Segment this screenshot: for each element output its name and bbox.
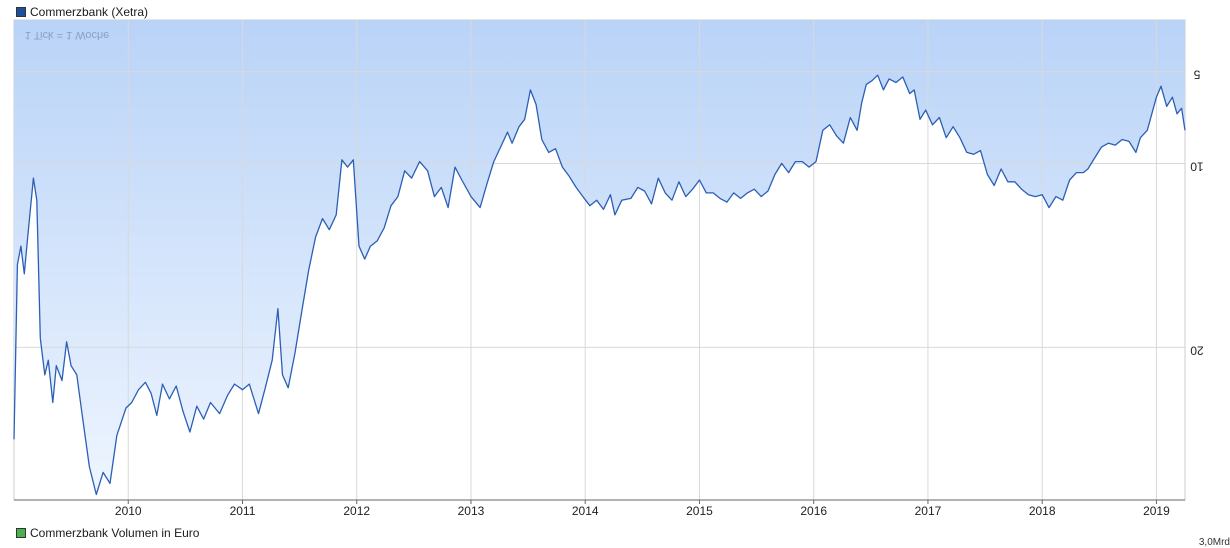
legend-price: Commerzbank (Xetra) bbox=[16, 5, 148, 19]
x-tick-label: 2011 bbox=[230, 504, 256, 518]
y-tick-label: 10 bbox=[1190, 159, 1204, 173]
x-tick-label: 2012 bbox=[343, 504, 370, 518]
y-tick-label: 5 bbox=[1193, 67, 1200, 81]
legend-price-label: Commerzbank (Xetra) bbox=[30, 5, 149, 19]
x-tick-label: 2010 bbox=[115, 504, 142, 518]
x-tick-label: 2017 bbox=[915, 504, 942, 518]
x-tick-label: 2016 bbox=[800, 504, 827, 518]
x-tick-label: 2015 bbox=[686, 504, 713, 518]
price-line bbox=[13, 74, 1186, 496]
x-tick-label: 2014 bbox=[572, 504, 599, 518]
tick-note: 1 Tick = 1 Woche bbox=[25, 29, 109, 41]
x-tick-label: 2019 bbox=[1143, 504, 1170, 518]
legend-volume: Commerzbank Volumen in Euro bbox=[16, 526, 199, 540]
price-chart: 2010 2011 2012 2013 2014 2015 2016 2017 2018 2019… bbox=[13, 19, 1204, 518]
y-tick-label: 20 bbox=[1190, 343, 1204, 357]
x-tick-label: 2013 bbox=[458, 504, 485, 518]
volume-axis-tick: 3,0Mrd bbox=[1198, 537, 1230, 548]
legend-volume-swatch bbox=[16, 528, 26, 538]
x-tick-label: 2018 bbox=[1029, 504, 1056, 518]
price-area bbox=[14, 20, 1185, 495]
legend-volume-label: Commerzbank Volumen in Euro bbox=[30, 526, 200, 540]
legend-price-swatch bbox=[16, 7, 26, 17]
